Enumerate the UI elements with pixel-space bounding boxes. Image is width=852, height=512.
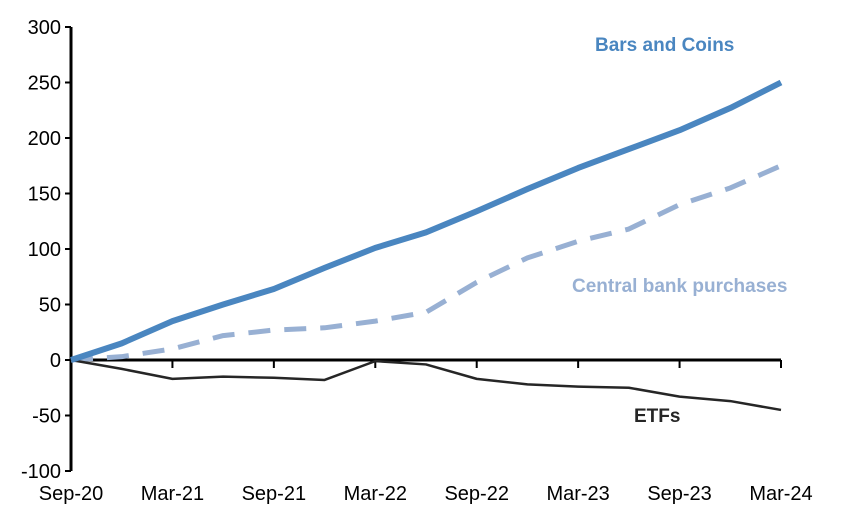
y-tick-label: 50 [39, 295, 61, 317]
y-tick-label: 300 [28, 17, 61, 39]
y-axis: -100 -50 0 50 100 150 200 250 300 [21, 17, 73, 483]
y-tick-label: 150 [28, 184, 61, 206]
y-tick-label: 0 [50, 350, 61, 372]
x-tick-label: Mar-24 [749, 483, 812, 505]
x-axis: Sep-20 Mar-21 Sep-21 Mar-22 Sep-22 Mar-23 Sep-… [39, 358, 813, 505]
y-tick-label: -50 [32, 406, 61, 428]
x-tick-label: Mar-23 [546, 483, 609, 505]
x-tick-label: Sep-20 [39, 483, 104, 505]
x-tick-label: Mar-21 [141, 483, 204, 505]
series-line-bars-and-coins [70, 79, 783, 363]
series-line-etfs [70, 358, 782, 412]
x-tick-label: Sep-21 [242, 483, 307, 505]
series-lines [70, 79, 783, 412]
series-label-etfs: ETFs [634, 406, 680, 427]
x-tick-label: Sep-23 [647, 483, 712, 505]
y-tick-label: 200 [28, 128, 61, 150]
series-line-central-bank-purchases [70, 163, 783, 363]
x-tick-label: Mar-22 [344, 483, 407, 505]
x-tick-label: Sep-22 [444, 483, 509, 505]
series-label-bars-and-coins: Bars and Coins [595, 35, 734, 56]
y-tick-label: 250 [28, 73, 61, 95]
series-label-central-bank: Central bank purchases [572, 276, 787, 297]
y-tick-label: -100 [21, 461, 61, 483]
y-tick-label: 100 [28, 239, 61, 261]
